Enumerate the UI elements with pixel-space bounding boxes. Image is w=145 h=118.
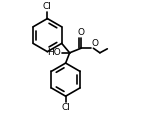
Text: HO: HO <box>47 48 61 57</box>
Text: Cl: Cl <box>61 103 70 112</box>
Text: O: O <box>78 28 85 37</box>
Text: O: O <box>91 39 98 48</box>
Text: Cl: Cl <box>43 2 52 11</box>
